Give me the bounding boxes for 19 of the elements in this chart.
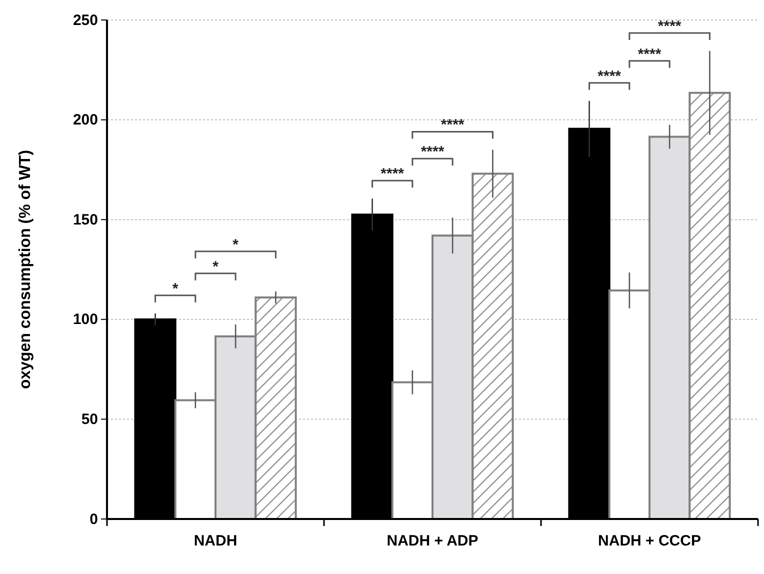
x-tick-label: NADH — [194, 532, 238, 550]
y-tick-label: 150 — [72, 211, 98, 228]
annotation: * — [232, 236, 239, 254]
annotation: **** — [420, 144, 444, 161]
annotation: * — [212, 258, 219, 276]
annotation: **** — [658, 18, 682, 35]
y-tick-label: 0 — [90, 510, 98, 528]
annotation: **** — [380, 166, 404, 183]
y-tick-label: 250 — [72, 12, 98, 29]
annotation: **** — [440, 116, 464, 134]
y-tick-label: 100 — [72, 311, 98, 328]
y-tick-label: 50 — [81, 411, 98, 428]
x-tick-label: NADH + CCCP — [598, 532, 701, 550]
annotation: **** — [598, 68, 622, 85]
y-axis-title: oxygen consumption (% of WT) — [17, 150, 34, 390]
x-tick-label: NADH + ADP — [386, 532, 478, 550]
y-tick-label: 200 — [72, 112, 98, 129]
annotation: **** — [638, 46, 662, 63]
annotation: * — [172, 280, 178, 298]
